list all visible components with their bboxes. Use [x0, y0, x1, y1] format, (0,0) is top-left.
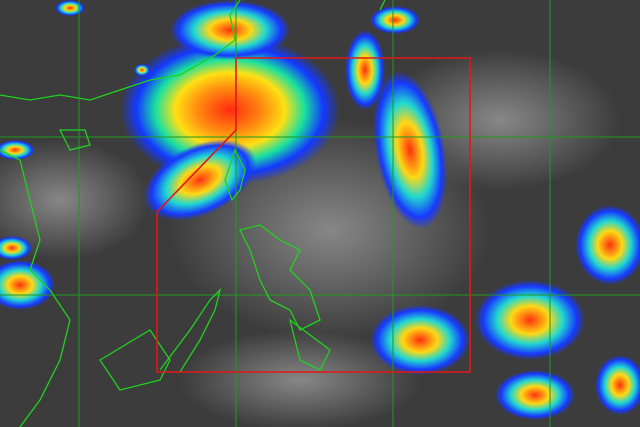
typhoon-core [120, 35, 340, 185]
rainband [372, 70, 448, 230]
area-of-responsibility-boundary [156, 57, 471, 373]
coastlines [0, 0, 386, 427]
